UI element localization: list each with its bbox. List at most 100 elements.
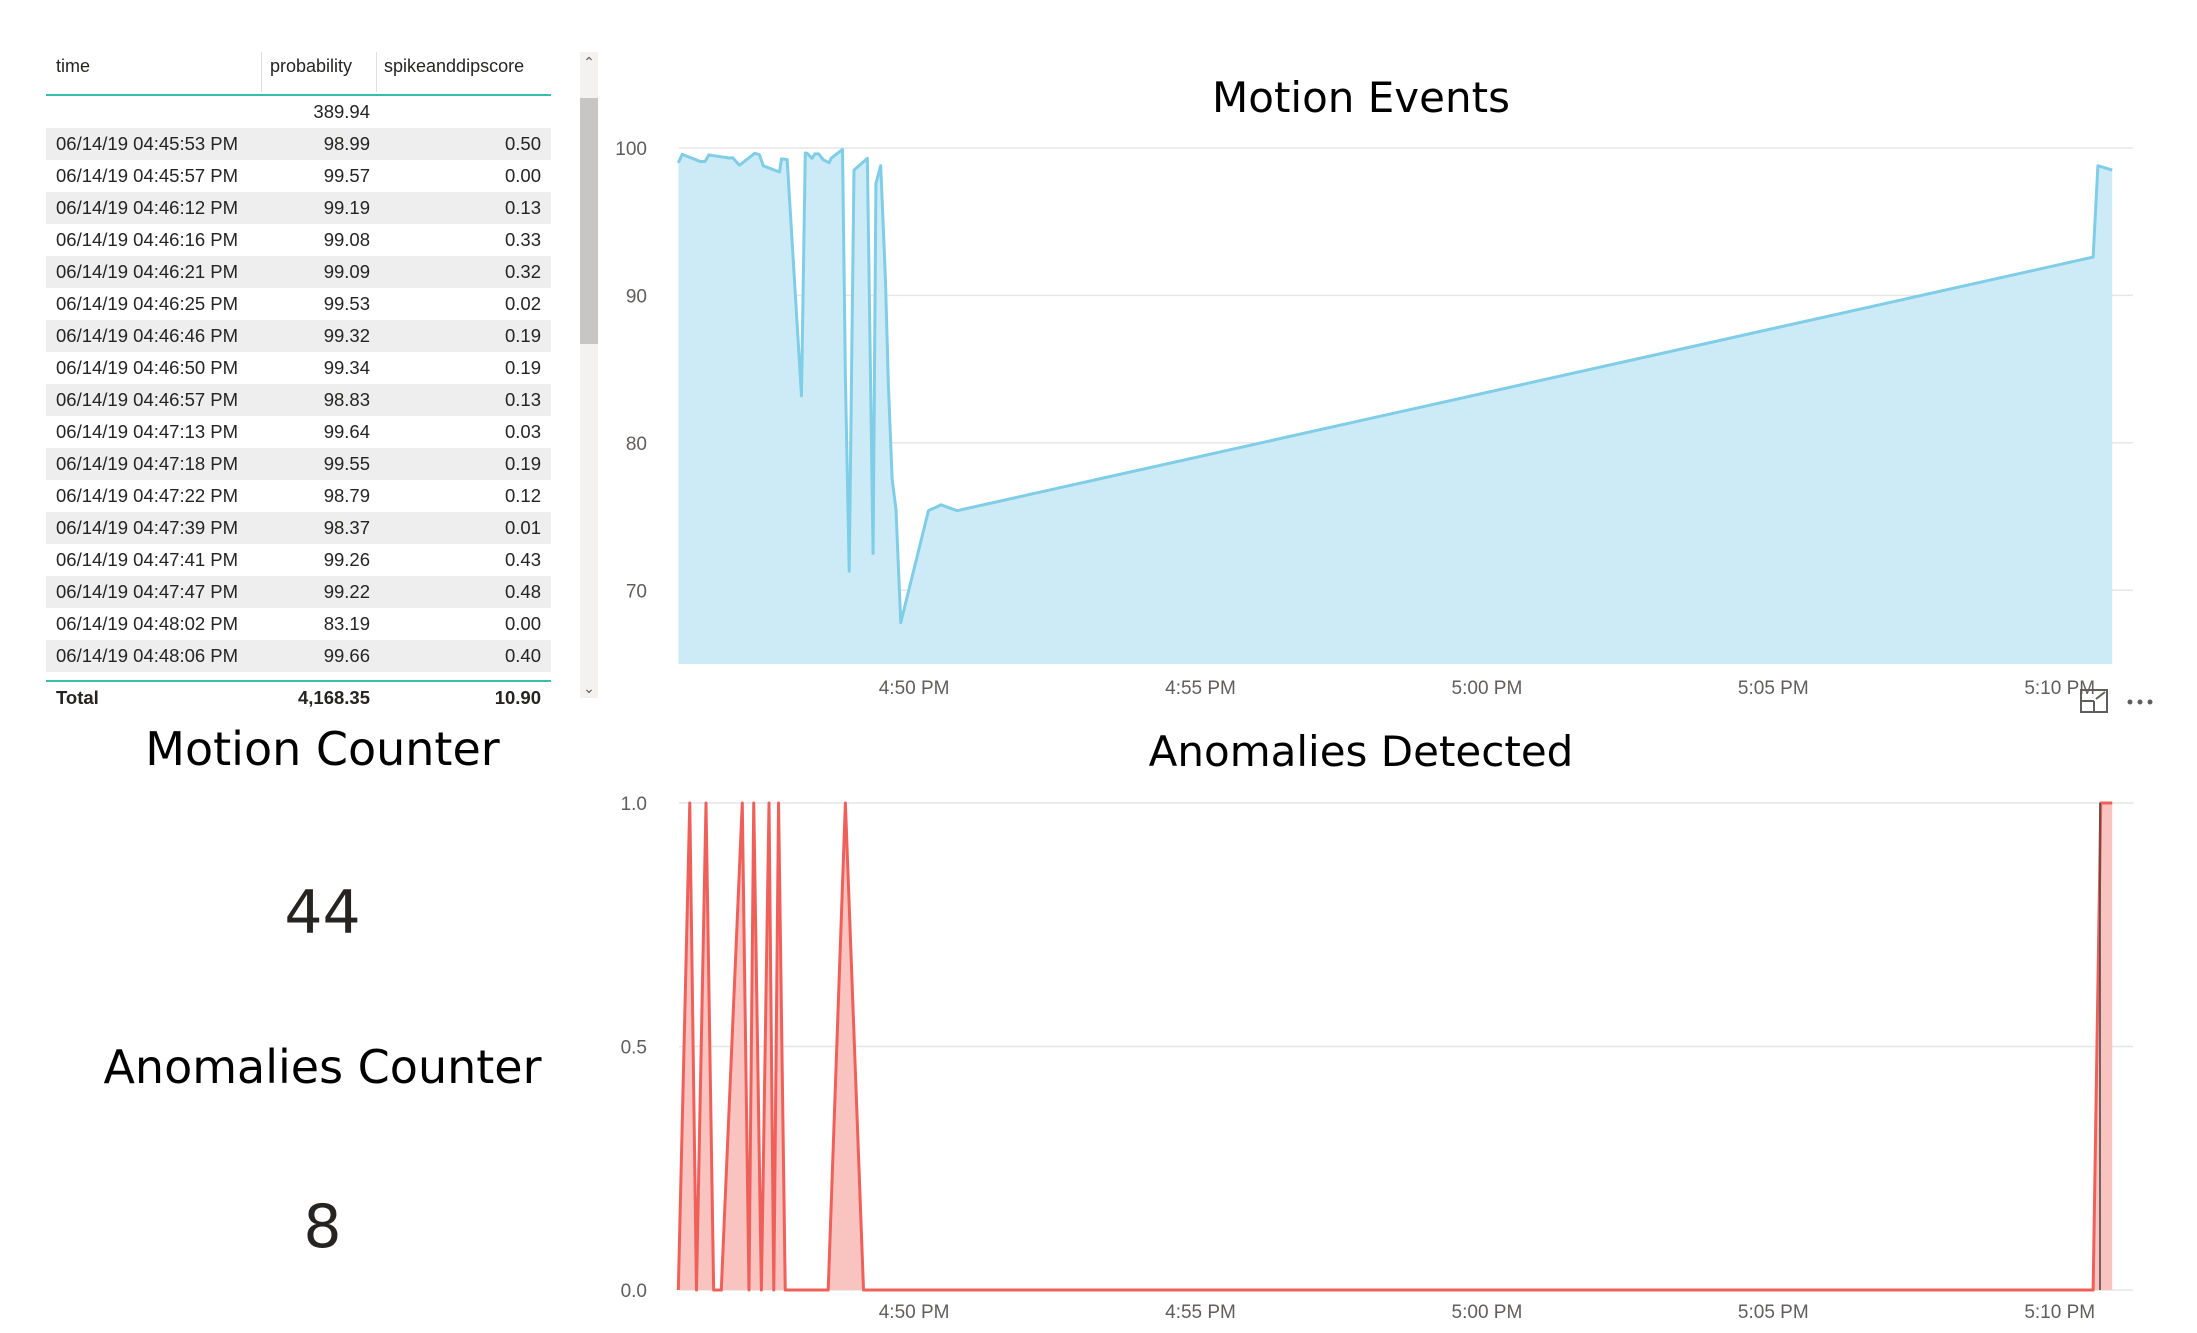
anomalies-y-tick-label: 1.0: [621, 794, 647, 815]
anomalies-y-tick-label: 0.0: [621, 1281, 647, 1302]
cell-probability: 99.57: [323, 165, 370, 186]
cell-probability: 99.53: [323, 293, 370, 314]
table-scrollbar[interactable]: ⌃ ⌄: [580, 52, 598, 698]
table-header: time probability spikeanddipscore: [46, 52, 551, 96]
total-probability: 4,168.35: [297, 687, 370, 708]
table-row[interactable]: 06/14/19 04:47:18 PM 99.55 0.19: [46, 448, 551, 481]
anomalies-x-tick-label: 5:00 PM: [1452, 1302, 1523, 1323]
cell-time: 06/14/19 04:47:13 PM: [56, 421, 239, 442]
visual-header-icons: [2078, 682, 2158, 722]
cell-score: 0.13: [504, 389, 541, 410]
cell-probability: 98.37: [323, 517, 370, 538]
cell-time: 06/14/19 04:46:25 PM: [56, 293, 239, 314]
table-row[interactable]: 06/14/19 04:45:53 PM 98.99 0.50: [46, 128, 551, 161]
cell-score: 0.48: [504, 581, 541, 602]
column-header-spikeanddipscore[interactable]: spikeanddipscore: [384, 56, 525, 76]
table-row[interactable]: 06/14/19 04:46:21 PM 99.09 0.32: [46, 256, 551, 289]
motion-events-series-line[interactable]: [676, 147, 2113, 625]
motion-events-y-tick-label: 100: [615, 139, 647, 160]
cell-probability: 83.19: [323, 613, 370, 634]
cell-time: 06/14/19 04:45:57 PM: [56, 165, 239, 186]
cell-probability: 99.55: [323, 453, 370, 474]
motion-events-y-tick-label: 80: [626, 434, 647, 455]
cell-score: 0.00: [504, 165, 541, 186]
scroll-down-icon[interactable]: ⌄: [583, 680, 595, 696]
cell-score: 0.13: [504, 197, 541, 218]
cell-time: 06/14/19 04:48:06 PM: [56, 645, 239, 666]
cell-probability: 98.79: [323, 485, 370, 506]
cell-score: 0.01: [504, 517, 541, 538]
motion-events-title: Motion Events: [1212, 73, 1510, 122]
cell-probability: 99.19: [323, 197, 370, 218]
cell-time: 06/14/19 04:46:16 PM: [56, 229, 239, 250]
cell-probability: 99.66: [323, 645, 370, 666]
anomalies-series-line[interactable]: [676, 801, 2113, 1292]
scroll-up-icon[interactable]: ⌃: [583, 54, 595, 70]
total-score: 10.90: [494, 687, 541, 708]
anomalies-title: Anomalies Detected: [1149, 727, 1574, 776]
anomalies-counter-value: 8: [303, 1192, 342, 1262]
column-header-probability[interactable]: probability: [270, 56, 353, 76]
cell-probability: 98.99: [323, 133, 370, 154]
table-body: 389.94 06/14/19 04:45:53 PM 98.99 0.50 06/14…: [46, 96, 551, 730]
cell-probability: 99.34: [323, 357, 370, 378]
cell-score: 0.40: [504, 645, 541, 666]
motion-counter-value: 44: [284, 878, 361, 948]
motion-counter-title: Motion Counter: [145, 722, 500, 776]
more-options-icon[interactable]: [2127, 699, 2153, 705]
cell-probability: 98.83: [323, 389, 370, 410]
table-row[interactable]: 06/14/19 04:47:47 PM 99.22 0.48: [46, 576, 551, 609]
cell-score: 0.32: [504, 261, 541, 282]
cell-probability: 99.32: [323, 325, 370, 346]
motion-events-x-tick-label: 5:05 PM: [1738, 678, 1809, 699]
cell-score: 0.33: [504, 229, 541, 250]
anomalies-x-tick-label: 4:55 PM: [1165, 1302, 1236, 1323]
cell-time: 06/14/19 04:47:39 PM: [56, 517, 239, 538]
anomalies-x-tick-label: 5:05 PM: [1738, 1302, 1809, 1323]
table-row[interactable]: 06/14/19 04:47:39 PM 98.37 0.01: [46, 512, 551, 545]
cell-probability: 99.64: [323, 421, 370, 442]
table-row[interactable]: 06/14/19 04:48:06 PM 99.66 0.40: [46, 640, 551, 673]
cell-time: 06/14/19 04:46:12 PM: [56, 197, 239, 218]
cell-score: 0.19: [504, 357, 541, 378]
cell-score: 0.50: [504, 133, 541, 154]
total-label: Total: [56, 687, 99, 708]
cell-probability: 99.22: [323, 581, 370, 602]
scrollbar-thumb[interactable]: [580, 98, 598, 344]
cell-score: 0.12: [504, 485, 541, 506]
table-row[interactable]: 06/14/19 04:46:12 PM 99.19 0.13: [46, 192, 551, 225]
cell-score: 0.19: [504, 453, 541, 474]
cell-probability: 99.08: [323, 229, 370, 250]
motion-events-x-tick-label: 4:50 PM: [879, 678, 950, 699]
cell-time: 06/14/19 04:47:22 PM: [56, 485, 239, 506]
table-total-row: Total 4,168.35 10.90: [46, 680, 551, 716]
table-row[interactable]: 06/14/19 04:46:57 PM 98.83 0.13: [46, 384, 551, 417]
data-table: time probability spikeanddipscore 389.94…: [46, 52, 551, 716]
cell-time: 06/14/19 04:46:21 PM: [56, 261, 239, 282]
motion-events-x-tick-label: 5:00 PM: [1452, 678, 1523, 699]
column-header-time[interactable]: time: [56, 56, 91, 76]
cell-probability: 99.26: [323, 549, 370, 570]
cell-score: 0.00: [504, 613, 541, 634]
focus-mode-icon[interactable]: [2080, 689, 2108, 713]
anomalies-x-tick-label: 4:50 PM: [879, 1302, 950, 1323]
table-row[interactable]: 06/14/19 04:46:46 PM 99.32 0.19: [46, 320, 551, 353]
motion-events-y-tick-label: 90: [626, 286, 647, 307]
cell-time: 06/14/19 04:47:47 PM: [56, 581, 239, 602]
anomalies-x-tick-label: 5:10 PM: [2024, 1302, 2095, 1323]
motion-events-x-tick-label: 5:10 PM: [2024, 678, 2095, 699]
cell-time: 06/14/19 04:45:53 PM: [56, 133, 239, 154]
cell-score: 0.02: [504, 293, 541, 314]
cell-score: 0.43: [504, 549, 541, 570]
motion-events-x-tick-label: 4:55 PM: [1165, 678, 1236, 699]
anomalies-y-tick-label: 0.5: [621, 1038, 647, 1059]
cell-time: 06/14/19 04:46:57 PM: [56, 389, 239, 410]
cell-score: 0.03: [504, 421, 541, 442]
cell-probability: 99.09: [323, 261, 370, 282]
cell-time: 06/14/19 04:46:50 PM: [56, 357, 239, 378]
cell-time: 06/14/19 04:47:18 PM: [56, 453, 239, 474]
motion-events-chart[interactable]: Motion Events 70 80 90 100 4:50 PM 4:55 PM 5:00…: [0, 0, 2197, 740]
cell-time: 06/14/19 04:47:41 PM: [56, 549, 239, 570]
cell-time: 06/14/19 04:46:46 PM: [56, 325, 239, 346]
